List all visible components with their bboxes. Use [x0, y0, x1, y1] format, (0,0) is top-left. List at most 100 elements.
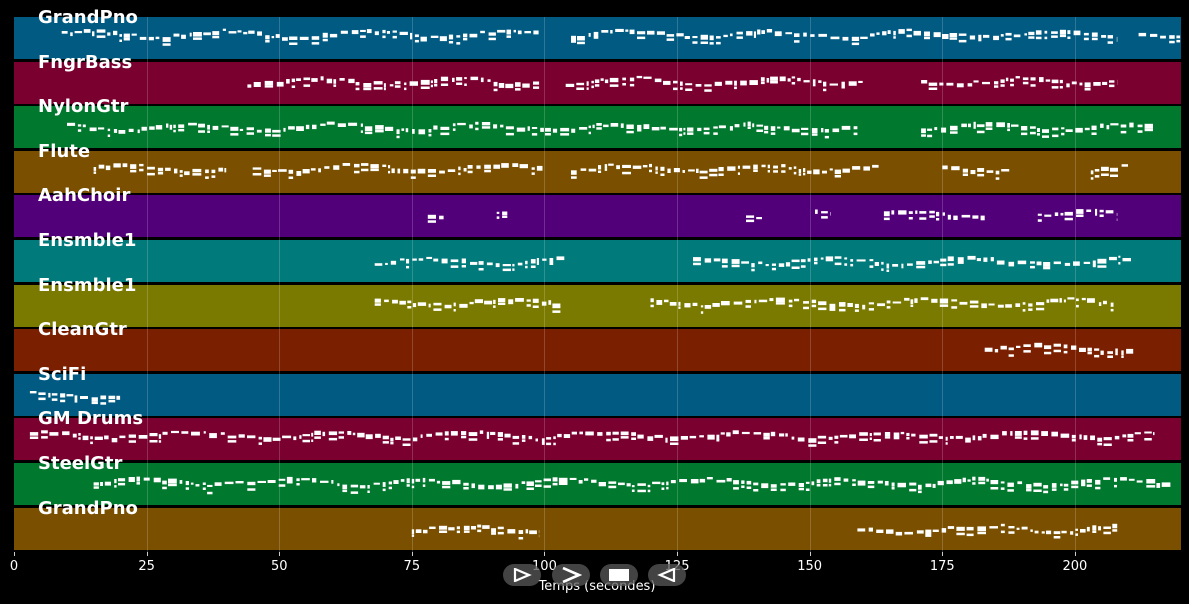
note-mark — [113, 30, 118, 36]
note-mark — [94, 436, 103, 441]
note-mark — [428, 478, 435, 482]
note-mark — [541, 438, 545, 444]
note-mark — [478, 261, 484, 265]
note-mark — [876, 529, 884, 533]
note-mark — [302, 434, 310, 437]
track-notes — [93, 162, 1128, 180]
note-mark — [770, 76, 778, 81]
note-mark — [382, 441, 389, 444]
note-mark — [1134, 432, 1141, 435]
note-mark — [339, 77, 345, 81]
note-mark — [852, 483, 856, 486]
track-row[interactable]: Ensmble1 — [14, 230, 1181, 282]
note-mark — [812, 78, 816, 84]
note-mark — [348, 78, 355, 83]
note-mark — [965, 437, 971, 443]
note-mark — [195, 484, 200, 487]
track-row[interactable]: SteelGtr — [14, 453, 1181, 505]
note-mark — [504, 434, 511, 438]
note-mark — [491, 531, 496, 535]
note-mark — [169, 124, 173, 130]
note-mark — [1063, 299, 1066, 302]
note-mark — [756, 217, 762, 220]
note-mark — [876, 32, 880, 35]
note-mark — [753, 164, 758, 169]
note-mark — [758, 261, 763, 265]
track-row[interactable]: Flute — [14, 141, 1181, 193]
track-row[interactable]: NylonGtr — [14, 96, 1181, 149]
note-mark — [192, 168, 202, 173]
track-row[interactable]: GM Drums — [14, 408, 1181, 461]
note-mark — [629, 83, 635, 86]
note-mark — [947, 215, 951, 220]
track-row[interactable]: Ensmble1 — [14, 275, 1181, 327]
note-mark — [929, 215, 935, 219]
note-mark — [938, 436, 943, 440]
note-mark — [1086, 526, 1090, 531]
track-notes — [411, 523, 1118, 540]
track-label: SteelGtr — [38, 453, 123, 474]
note-mark — [1109, 79, 1115, 83]
note-mark — [1103, 443, 1112, 447]
track-row[interactable]: CleanGtr — [14, 319, 1181, 372]
note-mark — [149, 433, 158, 437]
track-row[interactable]: GrandPno — [14, 498, 1181, 550]
note-mark — [364, 131, 373, 135]
note-mark — [812, 83, 816, 86]
note-mark — [950, 131, 958, 134]
note-mark — [857, 527, 866, 532]
note-mark — [360, 123, 363, 127]
note-mark — [493, 299, 496, 304]
note-mark — [211, 169, 216, 173]
play-button[interactable] — [503, 564, 541, 586]
track-row[interactable]: FngrBass — [14, 52, 1181, 104]
note-mark — [757, 29, 761, 35]
note-mark — [412, 129, 415, 134]
note-mark — [716, 479, 726, 483]
note-mark — [1036, 307, 1045, 310]
track-notes — [374, 296, 1114, 314]
forward-button[interactable] — [552, 564, 590, 586]
note-mark — [246, 127, 254, 131]
note-mark — [61, 31, 68, 34]
note-mark — [211, 175, 216, 178]
note-mark — [328, 438, 338, 441]
note-mark — [1007, 482, 1014, 487]
note-mark — [814, 257, 818, 262]
note-mark — [136, 482, 140, 485]
note-mark — [136, 476, 140, 482]
note-mark — [886, 305, 891, 309]
note-mark — [666, 486, 669, 490]
note-mark — [230, 126, 239, 131]
note-mark — [594, 83, 600, 87]
note-mark — [1118, 255, 1121, 258]
note-mark — [893, 432, 900, 438]
x-tick — [677, 552, 679, 556]
track-row[interactable]: GrandPno — [14, 7, 1181, 59]
track-row[interactable]: SciFi — [14, 364, 1181, 416]
note-mark — [1129, 122, 1134, 128]
note-mark — [467, 170, 473, 173]
note-mark — [919, 217, 927, 221]
note-mark — [1128, 478, 1135, 481]
note-mark — [367, 490, 370, 493]
note-mark — [685, 88, 693, 91]
note-mark — [155, 125, 163, 130]
stop-button[interactable] — [600, 564, 638, 586]
note-mark — [1014, 431, 1022, 437]
track-row[interactable]: AahChoir — [14, 185, 1181, 238]
note-mark — [625, 29, 629, 32]
note-mark — [687, 132, 694, 136]
note-mark — [1023, 350, 1031, 353]
note-mark — [844, 257, 848, 260]
note-mark — [1043, 266, 1051, 270]
x-tick-label: 50 — [270, 559, 288, 574]
note-mark — [179, 480, 183, 484]
note-mark — [842, 36, 849, 41]
note-mark — [1035, 30, 1042, 35]
note-mark — [1036, 261, 1042, 266]
note-mark — [502, 264, 511, 267]
note-mark — [1071, 345, 1077, 350]
rewind-button[interactable] — [648, 564, 686, 586]
note-mark — [631, 489, 635, 492]
